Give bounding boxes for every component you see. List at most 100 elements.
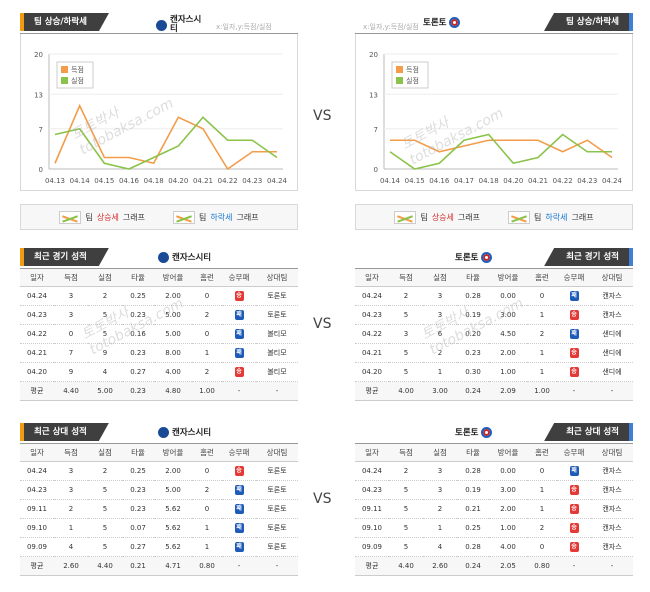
table-cell: 2 [389, 286, 423, 306]
win-badge: 승 [569, 366, 579, 377]
table-row: 04.23 3 5 0.23 5.00 2 패 토론토 [20, 480, 298, 500]
average-row: 평균 2.60 4.40 0.21 4.71 0.80- - [20, 556, 298, 576]
win-badge: 승 [234, 465, 244, 476]
table-cell: 2 [527, 518, 557, 538]
table-row: 04.24 3 2 0.25 2.00 0 승 토론토 [20, 286, 298, 306]
table-cell: 1 [423, 518, 457, 538]
average-cell: 4.71 [154, 556, 192, 576]
column-header: 실점 [88, 269, 122, 287]
legend-prefix: 팀 [420, 212, 428, 222]
column-header: 득점 [54, 269, 88, 287]
average-cell: 4.80 [154, 381, 192, 401]
table-cell: 0.00 [489, 461, 527, 481]
table-cell: 1 [54, 518, 88, 538]
table-title: 최근 상대 성적 [544, 423, 633, 441]
table-cell: 2.00 [489, 343, 527, 363]
table-cell: 0.20 [457, 324, 489, 344]
legend-swatch [61, 66, 68, 73]
table-cell: 5 [389, 499, 423, 519]
table-header: 최근 상대 성적 캔자스시티 [20, 420, 298, 444]
x-tick-label: 04.14 [380, 177, 401, 185]
column-header: 득점 [389, 269, 423, 287]
table-cell: 캔자스 [591, 286, 633, 306]
column-header: 홈런 [192, 269, 222, 287]
right-rising-legend: 팀 상승세 그래프 [394, 210, 480, 224]
table-cell: 토론토 [256, 305, 298, 325]
column-header: 홈런 [527, 269, 557, 287]
table-cell: 2 [88, 461, 122, 481]
x-tick-label: 04.13 [45, 177, 65, 185]
y-tick-label: 20 [369, 51, 378, 59]
table-cell: 5.00 [154, 324, 192, 344]
result-cell: 패 [222, 343, 256, 363]
y-tick-label: 0 [374, 166, 378, 174]
win-badge: 승 [569, 522, 579, 533]
table-cell: 0 [527, 286, 557, 306]
left-rising-legend: 팀 상승세 그래프 [59, 210, 145, 224]
table-cell: 5 [88, 537, 122, 557]
column-header: 승무패 [222, 269, 256, 287]
table-team: 토론토 [455, 426, 493, 438]
table-cell: 5 [88, 518, 122, 538]
table-cell: 09.09 [355, 537, 389, 557]
table-cell: 3 [423, 480, 457, 500]
loss-badge: 패 [569, 290, 579, 301]
result-cell: 패 [557, 324, 591, 344]
win-badge: 승 [569, 541, 579, 552]
table-cell: 5 [88, 324, 122, 344]
legend-prefix: 팀 [534, 212, 542, 222]
win-badge: 승 [569, 309, 579, 320]
column-header: 타율 [122, 444, 154, 462]
table-cell: 0.07 [122, 518, 154, 538]
table-cell: 2 [192, 362, 222, 382]
average-cell: 4.40 [389, 556, 423, 576]
legend-swatch [396, 66, 403, 73]
win-badge: 승 [234, 290, 244, 301]
average-cell: 평균 [355, 381, 389, 401]
table-cell: 04.20 [20, 362, 54, 382]
right-chart-team-name: 토론토 [423, 18, 447, 28]
head-to-head-table-kansas-city: 일자 득점 실점 타율 방어율 홈런 승무패 상대팀 04.24 3 2 0.25 2.00 0 승 토론토 0… [20, 444, 298, 576]
table-team: 캔자스시티 [158, 251, 211, 263]
table-cell: 5 [88, 480, 122, 500]
x-tick-label: 04.15 [94, 177, 114, 185]
x-tick-label: 04.21 [193, 177, 213, 185]
table-row: 09.10 5 1 0.25 1.00 2 승 캔자스 [355, 518, 633, 538]
table-team-name: 캔자스시티 [172, 428, 212, 438]
table-cell: 1.00 [489, 518, 527, 538]
win-badge: 승 [569, 347, 579, 358]
table-cell: 3 [54, 480, 88, 500]
table-row: 09.09 5 4 0.28 4.00 0 승 캔자스 [355, 537, 633, 557]
legend-suffix: 그래프 [457, 212, 480, 222]
table-cell: 3.00 [489, 480, 527, 500]
table-cell: 0.21 [457, 499, 489, 519]
average-cell: 0.80 [192, 556, 222, 576]
table-cell: 캔자스 [591, 480, 633, 500]
loss-badge: 패 [234, 309, 244, 320]
right-chart-title: 팀 상승/하락세 [544, 13, 633, 31]
table-cell: 0 [527, 461, 557, 481]
kansas-city-logo-icon [156, 19, 167, 31]
average-cell: 평균 [20, 556, 54, 576]
table-row: 04.23 5 3 0.19 3.00 1 승 캔자스 [355, 480, 633, 500]
average-cell: 2.09 [489, 381, 527, 401]
column-header: 상대팀 [591, 444, 633, 462]
table-header: 토론토 최근 상대 성적 [355, 420, 633, 444]
table-cell: 토론토 [256, 480, 298, 500]
toronto-logo-icon [481, 251, 493, 263]
average-cell: 2.60 [423, 556, 457, 576]
average-cell: - [256, 556, 298, 576]
table-cell: 3 [54, 305, 88, 325]
result-cell: 패 [222, 480, 256, 500]
table-cell: 캔자스 [591, 305, 633, 325]
series-line-score [390, 139, 613, 159]
legend-label: 실점 [406, 76, 419, 85]
win-badge: 승 [234, 366, 244, 377]
table-cell: 캔자스 [591, 461, 633, 481]
table-cell: 1 [527, 480, 557, 500]
table-row: 04.21 5 2 0.23 2.00 1 승 샌디에 [355, 343, 633, 363]
table-header-row: 일자 득점 실점 타율 방어율 홈런 승무패 상대팀 [20, 444, 298, 462]
table-team-name: 토론토 [455, 253, 479, 263]
table-cell: 토론토 [256, 499, 298, 519]
result-cell: 패 [222, 324, 256, 344]
